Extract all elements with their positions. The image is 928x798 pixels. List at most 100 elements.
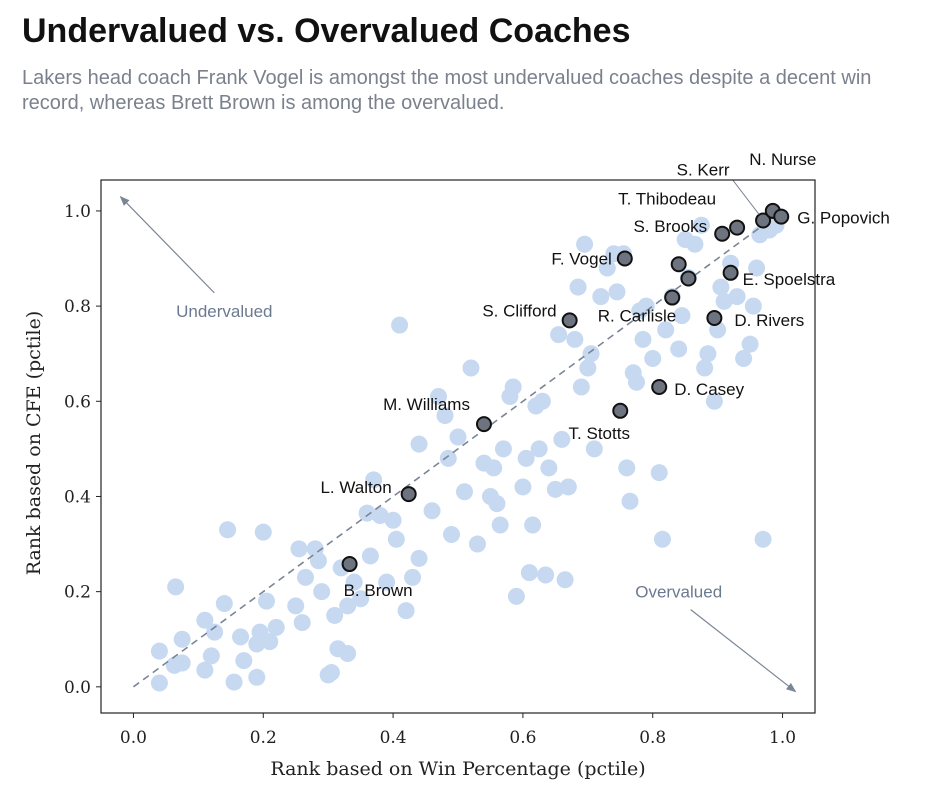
axis-ticks: 0.0 0.2 0.4 0.6 0.8 1.0 0.0 0.2 0.4 0.6 0.8 1.0: [64, 202, 796, 748]
data-point: [744, 297, 762, 315]
data-point: [206, 623, 224, 641]
data-point: [378, 573, 396, 591]
highlighted-point: [341, 556, 358, 573]
data-point: [504, 378, 522, 396]
data-point: [628, 373, 645, 391]
data-point: [524, 516, 542, 534]
data-point: [553, 430, 571, 448]
data-point: [352, 590, 370, 608]
data-point: [735, 349, 753, 367]
data-point: [391, 316, 409, 334]
background-points: [150, 216, 785, 692]
data-point: [673, 307, 691, 325]
data-point: [322, 664, 340, 682]
data-point: [728, 288, 746, 306]
data-point: [468, 535, 486, 553]
chart-title: Undervalued vs. Overvalued Coaches: [22, 12, 631, 50]
x-tick-label: 0.6: [509, 728, 536, 748]
y-tick-label: 0.2: [64, 583, 91, 603]
highlighted-point: [722, 264, 739, 281]
data-point: [715, 292, 733, 310]
data-point: [339, 597, 357, 615]
highlighted-point: [616, 250, 633, 267]
y-axis-label: Rank based on CFE (pctile): [23, 311, 45, 576]
data-point: [517, 449, 535, 467]
highlighted-point: [664, 289, 681, 306]
data-point: [754, 530, 772, 548]
y-tick-label: 0.6: [64, 392, 91, 412]
highlighted-point: [670, 256, 687, 273]
data-point: [232, 628, 250, 646]
data-point: [533, 392, 551, 410]
data-point: [258, 592, 276, 610]
data-point: [449, 428, 467, 446]
data-point: [436, 407, 454, 425]
data-point: [219, 521, 237, 539]
data-point: [225, 673, 243, 691]
y-tick-label: 0.4: [64, 487, 91, 507]
data-point: [150, 642, 168, 660]
highlighted-point: [729, 219, 746, 236]
data-point: [540, 459, 558, 477]
data-point: [326, 606, 344, 624]
data-point: [559, 478, 577, 496]
x-axis-label: Rank based on Win Percentage (pctile): [270, 758, 645, 780]
coach-label: N. Nurse: [749, 150, 816, 169]
data-point: [572, 378, 590, 396]
data-point: [494, 440, 512, 458]
data-point: [387, 530, 405, 548]
coach-labels: S. Kerr N. Nurse G. Popovich T. Thibodeau S.…: [320, 150, 889, 600]
data-point: [653, 530, 671, 548]
data-point: [556, 571, 574, 589]
data-point: [455, 483, 473, 501]
highlighted-point: [773, 208, 790, 225]
data-point: [313, 583, 331, 601]
coach-label: R. Carlisle: [598, 307, 676, 326]
data-point: [712, 278, 730, 296]
data-point: [254, 523, 272, 541]
data-point: [576, 235, 594, 253]
data-point: [634, 330, 652, 348]
data-point: [290, 540, 308, 558]
data-point: [267, 618, 285, 636]
data-point: [618, 459, 636, 477]
data-point: [345, 573, 363, 591]
data-point: [650, 464, 668, 482]
region-arrow: [119, 195, 215, 294]
data-point: [423, 502, 441, 520]
coach-label: T. Stotts: [569, 424, 630, 443]
highlighted-point: [680, 270, 697, 287]
chart-subtitle: Lakers head coach Frank Vogel is amongst…: [22, 67, 872, 114]
data-point: [582, 345, 600, 363]
coach-label: M. Williams: [383, 395, 470, 414]
coach-label: L. Walton: [320, 478, 391, 497]
data-point: [485, 459, 503, 477]
data-point: [173, 630, 191, 648]
data-point: [358, 504, 376, 522]
highlighted-point: [706, 310, 723, 327]
data-point: [410, 549, 428, 567]
data-point: [644, 349, 662, 367]
reference-diagonal: [132, 210, 784, 688]
y-tick-label: 1.0: [64, 202, 91, 222]
data-point: [196, 611, 214, 629]
data-point: [397, 602, 415, 620]
data-point: [692, 216, 710, 234]
y-tick-label: 0.0: [64, 678, 91, 698]
x-tick-label: 1.0: [769, 728, 796, 748]
data-point: [741, 335, 759, 353]
data-point: [705, 392, 723, 410]
data-point: [430, 388, 448, 406]
coach-label: E. Spoelstra: [743, 270, 836, 289]
data-point: [670, 340, 688, 358]
highlighted-point: [755, 212, 772, 229]
data-point: [293, 614, 311, 632]
data-point: [608, 283, 626, 301]
data-point: [150, 674, 168, 692]
highlighted-point: [714, 225, 731, 242]
data-point: [296, 568, 314, 586]
data-point: [507, 587, 525, 605]
label-leader: [732, 180, 760, 215]
data-point: [371, 507, 389, 525]
data-point: [462, 359, 480, 377]
